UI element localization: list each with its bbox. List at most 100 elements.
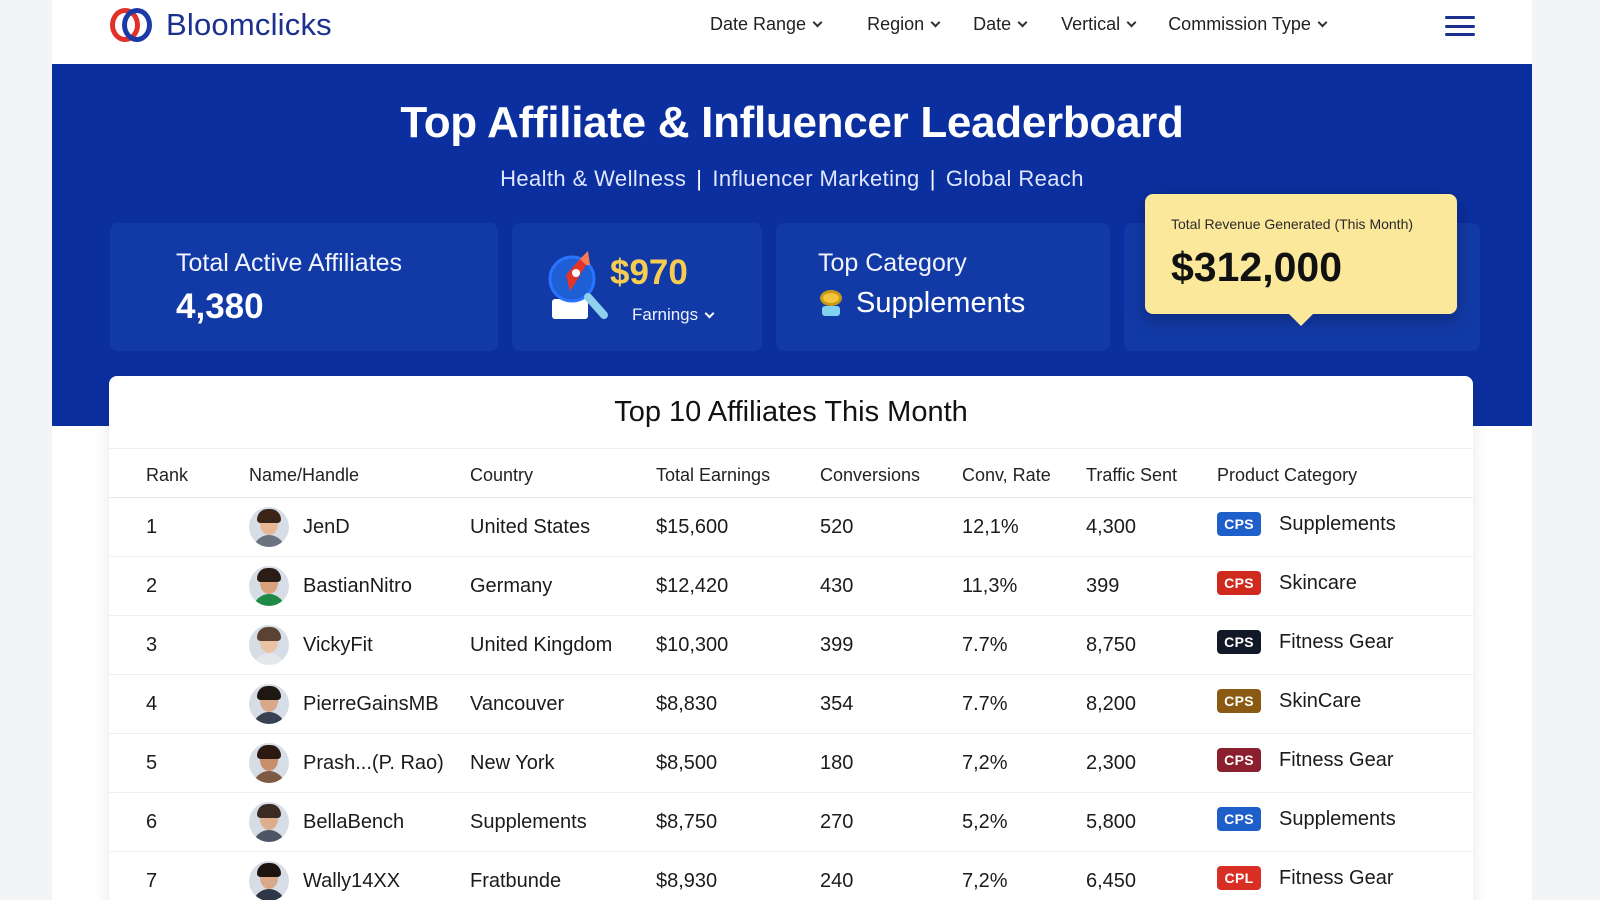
- affiliate-handle[interactable]: Wally14XX: [303, 869, 401, 892]
- commission-badge: CPS: [1217, 689, 1261, 713]
- avatar[interactable]: [249, 743, 289, 783]
- commission-badge: CPL: [1217, 866, 1261, 890]
- column-header-earnings[interactable]: Total Earnings: [656, 465, 771, 485]
- nav-vertical-dropdown[interactable]: Vertical: [1061, 14, 1137, 35]
- conversions-cell: 399: [820, 634, 854, 656]
- stat-value: $312,000: [1171, 244, 1343, 290]
- nav-item-label: Date Range: [710, 14, 807, 34]
- name-cell: BellaBench: [249, 802, 404, 842]
- earnings-cell: $10,300: [656, 634, 729, 656]
- name-cell: JenD: [249, 507, 350, 547]
- traffic-cell: 399: [1086, 575, 1120, 597]
- conversions-cell: 240: [820, 870, 854, 892]
- filter-menu: Date Range Region Date Vertical Commissi…: [710, 14, 1328, 35]
- table-header: Rank Name/Handle Country Total Earnings …: [109, 448, 1473, 498]
- rank-cell: 4: [146, 693, 158, 715]
- nav-item-label: Date: [973, 14, 1012, 34]
- conv-rate-cell: 12,1%: [962, 516, 1019, 538]
- category-label: SkinCare: [1279, 689, 1362, 712]
- avatar[interactable]: [249, 507, 289, 547]
- stat-value: Supplements: [856, 287, 1026, 319]
- table-row[interactable]: 4 PierreGainsMB Vancouver $8,830 354 7.7% 8,20…: [109, 675, 1473, 734]
- category-label: Fitness Gear: [1279, 866, 1394, 889]
- earnings-cell: $8,930: [656, 870, 718, 892]
- avatar[interactable]: [249, 861, 289, 900]
- nav-item-label: Region: [867, 14, 925, 34]
- category-cell: CPS Supplements: [1217, 512, 1396, 536]
- column-header-category[interactable]: Product Category: [1217, 465, 1358, 485]
- earnings-cell: $8,500: [656, 752, 718, 774]
- column-header-rank[interactable]: Rank: [146, 465, 189, 485]
- tag-separator: |: [929, 166, 936, 191]
- category-cell: CPS Fitness Gear: [1217, 630, 1393, 654]
- table-row[interactable]: 1 JenD United States $15,600 520 12,1% 4,300 CP…: [109, 498, 1473, 557]
- earnings-cell: $15,600: [656, 516, 729, 538]
- affiliate-handle[interactable]: Prash...(P. Rao): [303, 751, 444, 774]
- commission-badge: CPS: [1217, 630, 1261, 654]
- stat-value: 4,380: [176, 287, 264, 326]
- table-row[interactable]: 5 Prash...(P. Rao) New York $8,500 180 7,2% 2,…: [109, 734, 1473, 793]
- affiliate-handle[interactable]: PierreGainsMB: [303, 692, 439, 715]
- chevron-down-icon: [704, 308, 715, 318]
- stat-card-earnings: $970 Farnings: [512, 223, 762, 351]
- column-header-conversions[interactable]: Conversions: [820, 465, 921, 485]
- nav-date-range-dropdown[interactable]: Date Range: [710, 14, 823, 35]
- affiliate-handle[interactable]: VickyFit: [303, 633, 373, 656]
- top-nav: Bloomclicks Date Range Region Date Verti…: [52, 0, 1532, 64]
- hamburger-menu-icon[interactable]: [1445, 16, 1475, 36]
- brand-logo[interactable]: Bloomclicks: [110, 6, 332, 44]
- nav-item-label: Vertical: [1061, 14, 1121, 34]
- name-cell: VickyFit: [249, 625, 373, 665]
- table-row[interactable]: 7 Wally14XX Fratbunde $8,930 240 7,2% 6,450 CPL…: [109, 852, 1473, 900]
- category-cell: CPL Fitness Gear: [1217, 866, 1393, 890]
- stat-label: Total Active Affiliates: [176, 249, 403, 277]
- rank-cell: 1: [146, 516, 158, 538]
- country-cell: Supplements: [470, 811, 587, 833]
- affiliate-handle[interactable]: BastianNitro: [303, 574, 412, 597]
- conv-rate-cell: 7.7%: [962, 693, 1008, 715]
- avatar[interactable]: [249, 684, 289, 724]
- column-header-conv-rate[interactable]: Conv, Rate: [962, 465, 1051, 485]
- avatar[interactable]: [249, 625, 289, 665]
- hero-tag: Health & Wellness: [500, 166, 687, 191]
- app-frame: Bloomclicks Date Range Region Date Verti…: [52, 0, 1532, 900]
- tag-separator: |: [696, 166, 703, 191]
- affiliate-handle[interactable]: BellaBench: [303, 810, 405, 833]
- brand-name: Bloomclicks: [166, 7, 332, 42]
- avatar[interactable]: [249, 802, 289, 842]
- table-row[interactable]: 3 VickyFit United Kingdom $10,300 399 7.7% 8,7…: [109, 616, 1473, 675]
- chevron-down-icon: [812, 17, 823, 28]
- nav-region-dropdown[interactable]: Region: [867, 14, 941, 35]
- traffic-cell: 5,800: [1086, 811, 1137, 833]
- commission-badge: CPS: [1217, 807, 1261, 831]
- avatar[interactable]: [249, 566, 289, 606]
- column-header-name[interactable]: Name/Handle: [249, 465, 360, 485]
- chevron-down-icon: [1317, 17, 1328, 28]
- traffic-cell: 8,750: [1086, 634, 1137, 656]
- conv-rate-cell: 7.7%: [962, 634, 1008, 656]
- affiliate-handle[interactable]: JenD: [303, 515, 350, 538]
- earnings-cell: $8,830: [656, 693, 718, 715]
- table-row[interactable]: 2 BastianNitro Germany $12,420 430 11,3% 399 CP…: [109, 557, 1473, 616]
- category-label: Fitness Gear: [1279, 748, 1394, 771]
- nav-commission-type-dropdown[interactable]: Commission Type: [1168, 14, 1328, 35]
- category-label: Supplements: [1279, 807, 1396, 830]
- stat-label: Top Category: [818, 249, 967, 277]
- traffic-cell: 6,450: [1086, 870, 1137, 892]
- page-title: Top Affiliate & Influencer Leaderboard: [400, 98, 1184, 147]
- category-cell: CPS Skincare: [1217, 571, 1357, 595]
- column-header-traffic[interactable]: Traffic Sent: [1086, 465, 1178, 485]
- country-cell: United States: [470, 516, 591, 538]
- earnings-dropdown[interactable]: Farnings: [632, 305, 715, 325]
- conv-rate-cell: 7,2%: [962, 752, 1008, 774]
- conv-rate-cell: 11,3%: [962, 575, 1018, 597]
- leaderboard-panel: Top 10 Affiliates This Month Rank Name/H…: [109, 376, 1473, 900]
- name-cell: PierreGainsMB: [249, 684, 439, 724]
- commission-badge: CPS: [1217, 571, 1261, 595]
- table-row[interactable]: 6 BellaBench Supplements $8,750 270 5,2% 5,800…: [109, 793, 1473, 852]
- conversions-cell: 430: [820, 575, 854, 597]
- hero-banner: Top Affiliate & Influencer Leaderboard H…: [52, 64, 1532, 426]
- nav-date-dropdown[interactable]: Date: [973, 14, 1028, 35]
- column-header-country[interactable]: Country: [470, 465, 534, 485]
- category-cell: CPS Fitness Gear: [1217, 748, 1393, 772]
